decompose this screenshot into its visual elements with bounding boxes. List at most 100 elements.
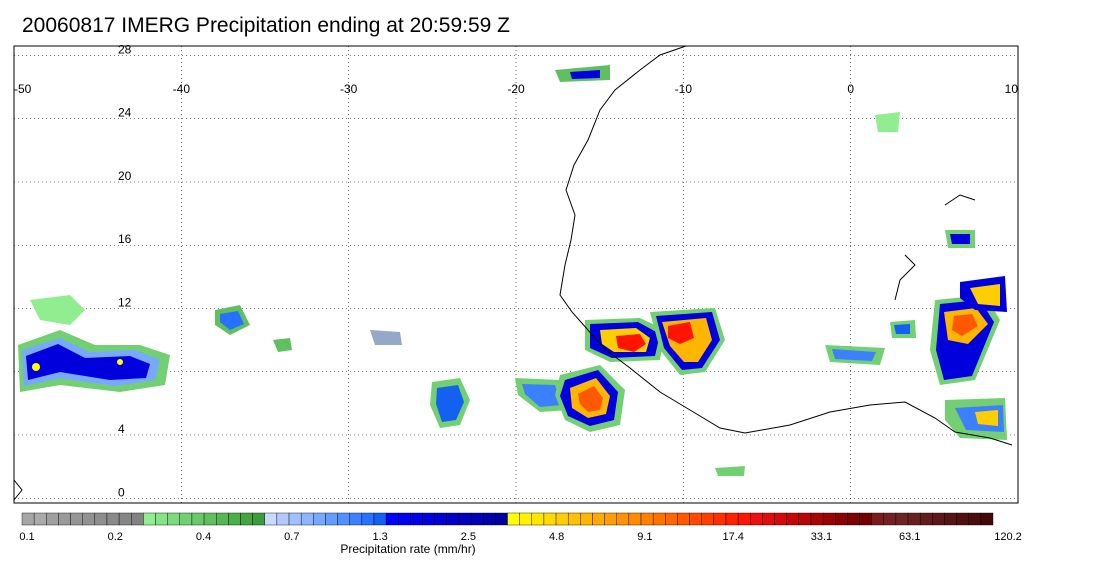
colorbar-swatch [470, 512, 484, 526]
colorbar-swatch [883, 512, 897, 526]
colorbar-swatch [373, 512, 387, 526]
colorbar-swatch [907, 512, 921, 526]
colorbar-tick-label: 17.4 [722, 531, 743, 543]
colorbar-swatch [592, 512, 605, 526]
colorbar-swatch [385, 512, 399, 526]
colorbar-swatch [349, 512, 363, 526]
colorbar-swatch [240, 512, 253, 526]
precip-cell-east [715, 112, 1007, 476]
colorbar-swatch [750, 512, 763, 526]
precip-cell-west [18, 295, 250, 392]
colorbar-swatch [919, 512, 933, 526]
lon-tick-label: 10 [1005, 82, 1019, 96]
colorbar-tick-label: 0.1 [19, 531, 34, 543]
colorbar-swatch [822, 512, 836, 526]
colorbar-caption: Precipitation rate (mm/hr) [340, 542, 475, 556]
colorbar-swatch [543, 512, 557, 526]
precipitation-areas [18, 65, 1007, 476]
colorbar-swatch [118, 512, 132, 526]
colorbar: 0.1 0.2 0.4 0.7 1.3 2.5 4.8 9.1 17.4 33.1 63.1 120.… [19, 512, 1022, 556]
colorbar-swatch [410, 512, 423, 526]
colorbar-swatch [288, 512, 302, 526]
lat-tick-label: 0 [118, 485, 125, 499]
precip-cell-coast [555, 308, 725, 432]
colorbar-swatch [155, 512, 168, 526]
lat-tick-label: 16 [118, 232, 132, 246]
colorbar-swatch [21, 512, 35, 526]
colorbar-swatch [774, 512, 787, 526]
colorbar-swatch [640, 512, 654, 526]
lon-tick-label: -50 [14, 82, 32, 96]
colorbar-tick-label: 4.8 [549, 531, 564, 543]
colorbar-swatch [677, 512, 690, 526]
colorbar-swatch [616, 512, 630, 526]
colorbar-swatch [33, 512, 47, 526]
colorbar-swatch [361, 512, 375, 526]
colorbar-swatch [434, 512, 448, 526]
lat-tick-label: 28 [118, 42, 132, 56]
colorbar-swatch [46, 512, 59, 526]
colorbar-tick-label: 0.4 [196, 531, 211, 543]
colorbar-swatch [507, 512, 520, 526]
colorbar-swatch [131, 512, 144, 526]
lon-tick-label: -40 [173, 82, 191, 96]
colorbar-tick-label: 0.2 [108, 531, 123, 543]
colorbar-swatch [847, 512, 860, 526]
colorbar-swatch [956, 512, 969, 526]
lon-tick-label: -10 [675, 82, 693, 96]
colorbar-swatch [519, 512, 532, 526]
colorbar-swatch [422, 512, 435, 526]
colorbar-swatch [713, 512, 727, 526]
colorbar-swatch [980, 512, 994, 526]
colorbar-swatch [932, 512, 945, 526]
colorbar-swatch [871, 512, 884, 526]
colorbar-swatch [665, 512, 678, 526]
colorbar-swatch [191, 512, 205, 526]
colorbar-swatch [313, 512, 326, 526]
page-title: 20060817 IMERG Precipitation ending at 2… [22, 14, 510, 37]
precip-cell-atlantic [273, 65, 610, 428]
colorbar-swatch [325, 512, 338, 526]
colorbar-swatch [652, 512, 666, 526]
colorbar-swatch [786, 512, 799, 526]
colorbar-swatch [70, 512, 83, 526]
colorbar-swatch [810, 512, 824, 526]
colorbar-swatch [483, 512, 496, 526]
colorbar-swatch [580, 512, 593, 526]
lat-tick-label: 24 [118, 106, 132, 120]
colorbar-swatch [58, 512, 71, 526]
colorbar-swatch [252, 512, 265, 526]
colorbar-swatch [555, 512, 569, 526]
colorbar-tick-label: 63.1 [899, 531, 920, 543]
colorbar-swatch [398, 512, 411, 526]
lat-tick-label: 12 [118, 295, 132, 309]
lon-tick-label: 0 [847, 82, 854, 96]
lat-tick-label: 4 [118, 422, 125, 436]
colorbar-swatch [604, 512, 617, 526]
colorbar-swatch [82, 512, 96, 526]
colorbar-tick-label: 120.2 [994, 531, 1022, 543]
colorbar-swatch [737, 512, 751, 526]
colorbar-swatch [94, 512, 108, 526]
colorbar-swatch [143, 512, 156, 526]
colorbar-swatch [859, 512, 872, 526]
colorbar-tick-label: 9.1 [637, 531, 652, 543]
colorbar-swatch [300, 512, 314, 526]
colorbar-swatch [458, 512, 472, 526]
colorbar-swatch [106, 512, 120, 526]
colorbar-swatch [567, 512, 581, 526]
colorbar-swatch [446, 512, 460, 526]
colorbar-swatch [167, 512, 180, 526]
lon-tick-label: -30 [340, 82, 358, 96]
lat-tick-label: 20 [118, 169, 132, 183]
colorbar-swatch [215, 512, 229, 526]
colorbar-swatch [495, 512, 508, 526]
colorbar-swatch [337, 512, 350, 526]
colorbar-swatch [725, 512, 739, 526]
colorbar-tick-label: 2.5 [461, 531, 476, 543]
colorbar-tick-label: 33.1 [811, 531, 832, 543]
map-grid: -50-40-30-20-100102824201612840 [13, 42, 1019, 503]
colorbar-swatch [968, 512, 982, 526]
colorbar-swatch [944, 512, 957, 526]
